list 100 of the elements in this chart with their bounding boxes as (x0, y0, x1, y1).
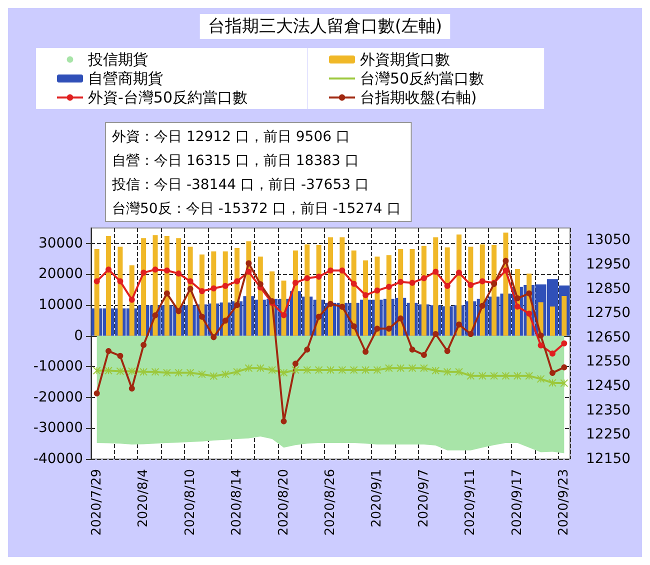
point (140, 368, 148, 376)
point (176, 270, 182, 277)
point (560, 379, 568, 388)
y-tick-label: 10000 (38, 297, 83, 313)
point (291, 366, 300, 374)
point (374, 288, 380, 294)
point (502, 268, 509, 274)
y-tick-label: -30000 (33, 420, 83, 436)
point (350, 280, 357, 287)
point (280, 418, 287, 424)
y2-tick-label: 12350 (586, 402, 631, 418)
point (140, 270, 147, 276)
point (186, 368, 194, 377)
point (303, 366, 312, 374)
point (432, 331, 439, 338)
point (198, 314, 205, 320)
point (268, 366, 276, 374)
text: 外資：今日 12912 口，前日 9506 口 (112, 129, 350, 145)
text: 台灣50反：今日 -15372 口，前日 -15274 口 (112, 201, 401, 217)
bar (550, 306, 555, 336)
point (339, 304, 346, 310)
point (328, 268, 334, 274)
point (128, 296, 135, 303)
point (151, 368, 160, 376)
y2-tick-label: 12450 (586, 378, 631, 394)
point (339, 268, 346, 274)
point (328, 300, 334, 307)
point (514, 304, 520, 310)
point (386, 284, 392, 290)
bar (421, 246, 426, 336)
point (432, 268, 439, 275)
point (398, 278, 404, 285)
point (408, 364, 416, 372)
x-tick-label: 2020/8/10 (182, 469, 198, 536)
point (468, 282, 474, 288)
point (561, 340, 568, 346)
y-tick-label: -20000 (33, 389, 83, 406)
point (456, 270, 462, 276)
x-tick-label: 2020/9/11 (463, 469, 478, 536)
x-tick-label: 2020/9/23 (556, 469, 572, 536)
point (561, 364, 568, 370)
legend-label: 投信期貨 (87, 50, 148, 68)
point (140, 342, 147, 348)
point (106, 266, 112, 273)
point (304, 346, 310, 353)
bar (410, 248, 415, 336)
y2-tick-label: 12850 (586, 280, 631, 297)
point (386, 326, 392, 332)
point (513, 372, 522, 380)
legend-label: 台灣50反約當口數 (360, 70, 484, 88)
text: 投信：今日 -38144 口，前日 -37653 口 (111, 177, 369, 193)
bar (562, 296, 567, 336)
legend-label: 自營商期貨 (88, 70, 163, 88)
bar (492, 244, 497, 336)
point (198, 370, 206, 378)
point (210, 285, 217, 292)
point (257, 281, 264, 288)
point (326, 366, 334, 374)
point (549, 370, 556, 376)
point (350, 366, 358, 374)
point (362, 366, 370, 374)
y2-tick-label: 12650 (586, 329, 631, 346)
y2-tick-label: 12550 (586, 354, 631, 370)
legend-label: 台指期收盤(右軸) (360, 88, 477, 106)
point (94, 390, 100, 396)
point (92, 366, 101, 375)
point (198, 288, 205, 294)
x-tick-label: 2020/8/4 (136, 469, 152, 528)
point (280, 368, 288, 377)
bar (292, 250, 298, 336)
y2-tick-label: 12750 (586, 305, 631, 322)
point (280, 312, 287, 318)
point (384, 364, 393, 372)
point (502, 258, 509, 264)
point (514, 295, 520, 302)
y2-tick-label: 12150 (586, 451, 631, 467)
point (234, 302, 240, 308)
point (314, 366, 323, 374)
legend-label: 外資期貨口數 (360, 50, 450, 68)
point (176, 308, 182, 314)
point (409, 346, 416, 353)
chart-title: 台指期三大法人留倉口數(左軸) (208, 16, 442, 36)
text: 自營：今日 16315 口，前日 18383 口 (112, 153, 359, 169)
point (104, 366, 113, 375)
point (128, 367, 136, 376)
point (502, 372, 510, 380)
bar (444, 247, 450, 336)
point (490, 372, 498, 380)
x-tick-label: 2020/7/29 (89, 469, 104, 536)
point (478, 372, 486, 380)
point (444, 282, 450, 289)
point (362, 348, 369, 355)
point (338, 366, 346, 374)
point (526, 290, 532, 296)
point (398, 315, 404, 322)
point (373, 366, 382, 374)
point (455, 368, 464, 376)
bar (363, 260, 368, 336)
point (210, 334, 217, 340)
point (117, 352, 124, 359)
